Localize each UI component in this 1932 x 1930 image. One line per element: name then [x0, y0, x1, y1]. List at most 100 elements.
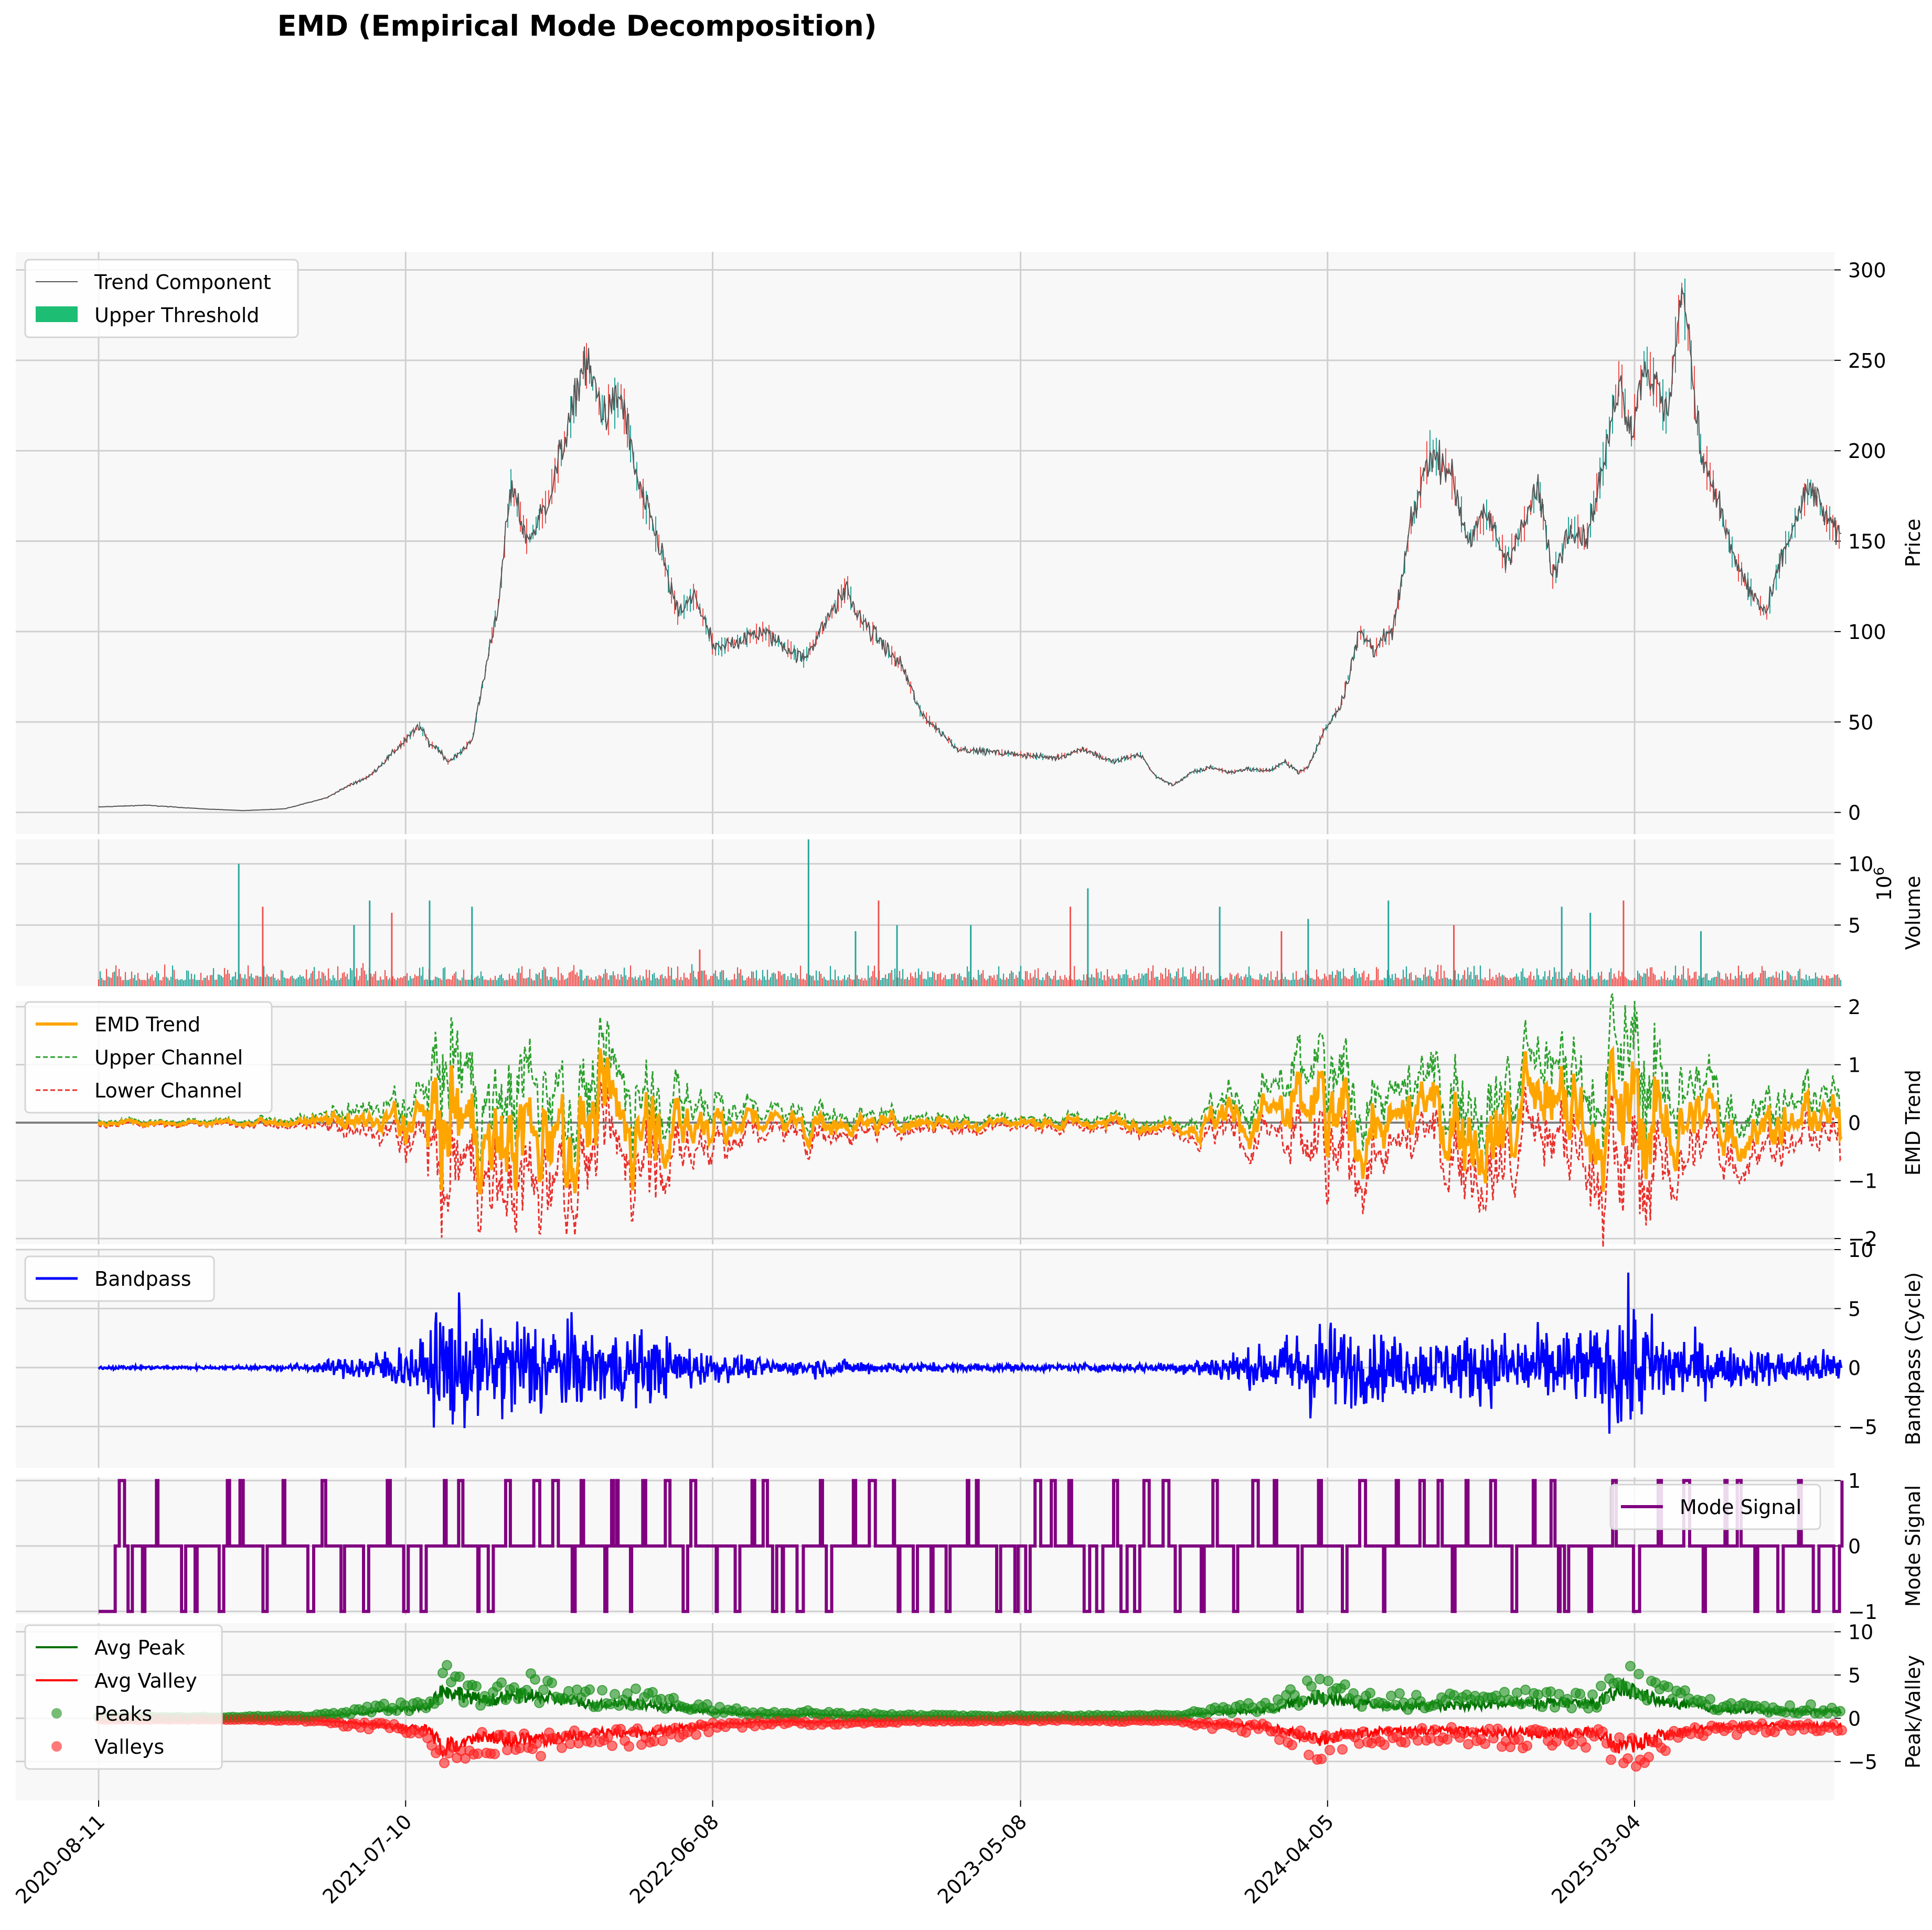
valley-point [1597, 1726, 1608, 1737]
y-tick-label: 200 [1848, 440, 1886, 463]
peak-point [454, 1671, 465, 1682]
legend-label: Avg Peak [94, 1636, 185, 1659]
peak-point [1323, 1676, 1333, 1687]
valley-point [1643, 1752, 1654, 1763]
peak-point [530, 1674, 540, 1685]
x-tick-label: 2023-05-08 [933, 1810, 1031, 1908]
legend: Avg Peak Avg Valley Peaks Valleys [24, 1624, 223, 1770]
peak-point [1592, 1702, 1602, 1713]
y-tick-label: −2 [1848, 1228, 1877, 1251]
peak-point [521, 1684, 532, 1696]
peak-point [1629, 1687, 1640, 1698]
y-axis-label: Bandpass (Cycle) [1902, 1272, 1925, 1445]
valley-point [1316, 1753, 1327, 1764]
legend-label: Upper Channel [94, 1046, 243, 1069]
y-tick-label: −1 [1848, 1169, 1877, 1192]
peak-point [1596, 1680, 1606, 1691]
peak-point [1268, 1703, 1279, 1714]
peak-point [475, 1700, 486, 1711]
valley-point [1429, 1724, 1440, 1735]
legend-label: Peaks [94, 1702, 152, 1725]
valley-point [703, 1726, 714, 1737]
legend: Trend Component Upper Threshold [24, 259, 299, 338]
peak-point [1566, 1703, 1577, 1714]
y-tick-label: 0 [1848, 1535, 1861, 1558]
valley-point [615, 1723, 626, 1734]
y-tick-label: 0 [1848, 1357, 1861, 1380]
valley-point [603, 1731, 613, 1742]
valley-point [1757, 1718, 1767, 1729]
valley-point [531, 1738, 542, 1749]
valley-point [607, 1740, 617, 1751]
peak-point [605, 1699, 616, 1710]
legend: EMD Trend Upper Channel Lower Channel [24, 1001, 273, 1114]
peak-point [433, 1694, 444, 1705]
peak-point [509, 1682, 519, 1693]
x-tick-label: 2024-04-05 [1240, 1810, 1338, 1908]
valley-point [477, 1727, 487, 1738]
peak-point [1625, 1660, 1636, 1671]
valley-point [670, 1723, 680, 1734]
panel-peak_valley: −5 0 5 10 Peak/Valley Avg Peak Avg Valley Peaks… [16, 1620, 1925, 1800]
valley-point [1660, 1745, 1671, 1756]
chart-title: EMD (Empirical Mode Decomposition) [277, 9, 877, 42]
lower-channel-line [98, 1081, 1842, 1247]
peak-point [534, 1698, 545, 1709]
peak-point [631, 1683, 641, 1694]
valley-point [1400, 1737, 1411, 1748]
valley-point [1325, 1745, 1335, 1756]
peak-point [1277, 1698, 1287, 1709]
y-axis-label: Volume [1902, 876, 1925, 950]
peak-point [484, 1696, 494, 1707]
trend-component-line [99, 287, 1842, 812]
valley-point [1488, 1733, 1499, 1744]
valley-point [1299, 1732, 1310, 1743]
valley-point [569, 1725, 580, 1736]
peak-point [1680, 1685, 1690, 1696]
peak-point [1575, 1689, 1585, 1700]
valley-point [1581, 1742, 1591, 1753]
valley-point [1358, 1726, 1369, 1737]
valley-point [1837, 1725, 1847, 1736]
y-tick-label: 50 [1848, 711, 1873, 734]
panel-bandpass: −5 0 5 10 Bandpass (Cycle) Bandpass [16, 1239, 1925, 1468]
legend-label: Mode Signal [1680, 1496, 1801, 1519]
x-tick-label: 2025-03-04 [1547, 1810, 1645, 1908]
legend-swatch [51, 1708, 62, 1719]
valley-point [1442, 1734, 1453, 1745]
valley-point [590, 1728, 601, 1739]
y-tick-label: 2 [1848, 996, 1861, 1019]
valley-point [1602, 1738, 1612, 1749]
peak-point [538, 1684, 549, 1696]
peak-point [1310, 1690, 1321, 1701]
peak-point [1319, 1693, 1329, 1704]
legend-swatch [51, 1741, 62, 1752]
y-axis-label: Mode Signal [1902, 1485, 1925, 1607]
valley-point [519, 1728, 529, 1739]
legend-label: Upper Threshold [94, 304, 259, 327]
peak-point [1365, 1688, 1375, 1699]
peak-point [1634, 1669, 1644, 1680]
mode-signal-line [99, 1479, 1844, 1613]
valley-point [1417, 1723, 1427, 1734]
legend-box [24, 259, 299, 338]
peak-point [584, 1684, 595, 1695]
valley-point [1610, 1742, 1620, 1753]
valley-point [1354, 1738, 1364, 1749]
y-tick-label: −5 [1848, 1415, 1877, 1438]
peak-point [568, 1694, 578, 1705]
peak-point [1298, 1695, 1308, 1706]
legend: Bandpass [24, 1255, 215, 1302]
peak-point [496, 1677, 507, 1688]
valley-point [1627, 1733, 1637, 1744]
valley-point [557, 1742, 567, 1753]
legend-label: Trend Component [94, 271, 271, 294]
panel-mode_signal: −1 0 1 Mode Signal Mode Signal [16, 1469, 1925, 1624]
peak-point [1705, 1694, 1715, 1705]
peak-point [1537, 1701, 1547, 1712]
y-tick-label: 1 [1848, 1469, 1861, 1492]
peak-point [1600, 1693, 1610, 1704]
valley-point [1480, 1738, 1490, 1749]
legend-label: Bandpass [94, 1267, 191, 1291]
